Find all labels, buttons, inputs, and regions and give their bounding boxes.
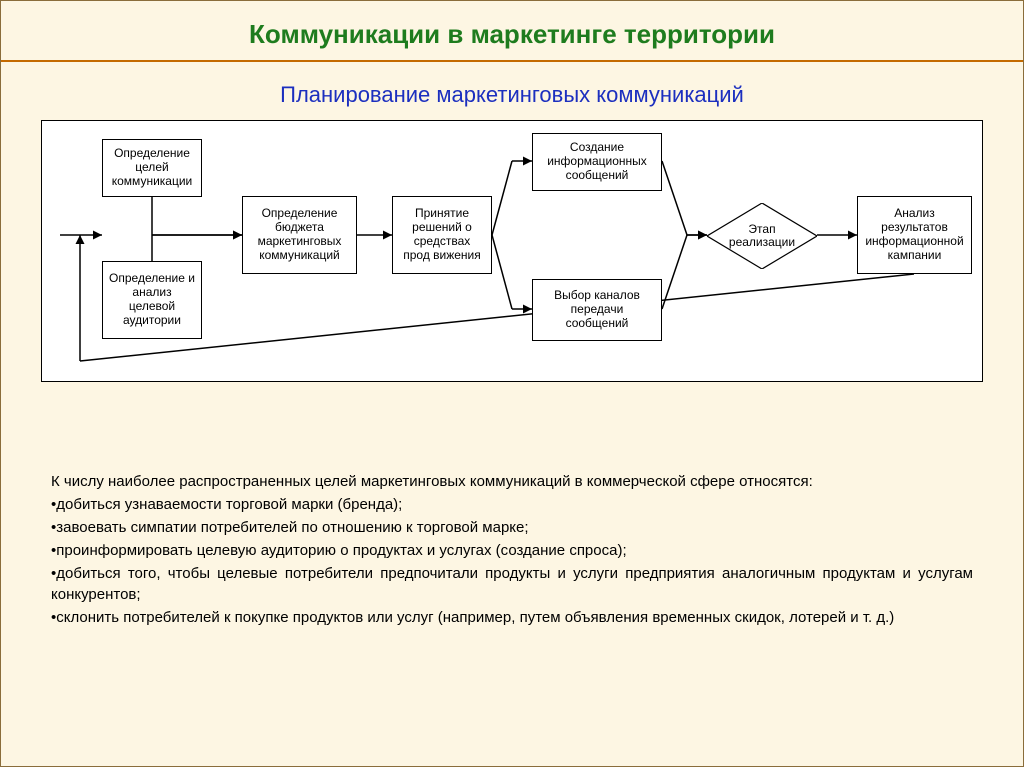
flow-node-n2: Определение ианализцелевойаудитории: [102, 261, 202, 339]
body-text: К числу наиболее распространенных целей …: [51, 471, 973, 630]
page-title: Коммуникации в маркетинге территории: [1, 1, 1023, 50]
flow-node-n6: Выбор каналовпередачисообщений: [532, 279, 662, 341]
flow-node-n8: Анализрезультатовинформационнойкампании: [857, 196, 972, 274]
flow-node-n1: Определениецелейкоммуникации: [102, 139, 202, 197]
page-subtitle: Планирование маркетинговых коммуникаций: [1, 62, 1023, 120]
bullet-item: •добиться узнаваемости торговой марки (б…: [51, 494, 973, 515]
bullet-item: •проинформировать целевую аудиторию о пр…: [51, 540, 973, 561]
flow-node-n7: Этапреализации: [707, 203, 817, 269]
slide-page: Коммуникации в маркетинге территории Пла…: [0, 0, 1024, 767]
bullet-list: •добиться узнаваемости торговой марки (б…: [51, 494, 973, 628]
intro-paragraph: К числу наиболее распространенных целей …: [51, 471, 973, 492]
flow-node-n3: Определениебюджетамаркетинговыхкоммуника…: [242, 196, 357, 274]
bullet-item: •завоевать симпатии потребителей по отно…: [51, 517, 973, 538]
flowchart-canvas: Определениецелейкоммуникации Определение …: [41, 120, 983, 382]
flow-node-label: Этапреализации: [729, 223, 795, 249]
flow-node-n5: Созданиеинформационныхсообщений: [532, 133, 662, 191]
flow-node-n4: Принятиерешений осредствахпрод вижения: [392, 196, 492, 274]
bullet-item: •склонить потребителей к покупке продукт…: [51, 607, 973, 628]
bullet-item: •добиться того, чтобы целевые потребител…: [51, 563, 973, 605]
